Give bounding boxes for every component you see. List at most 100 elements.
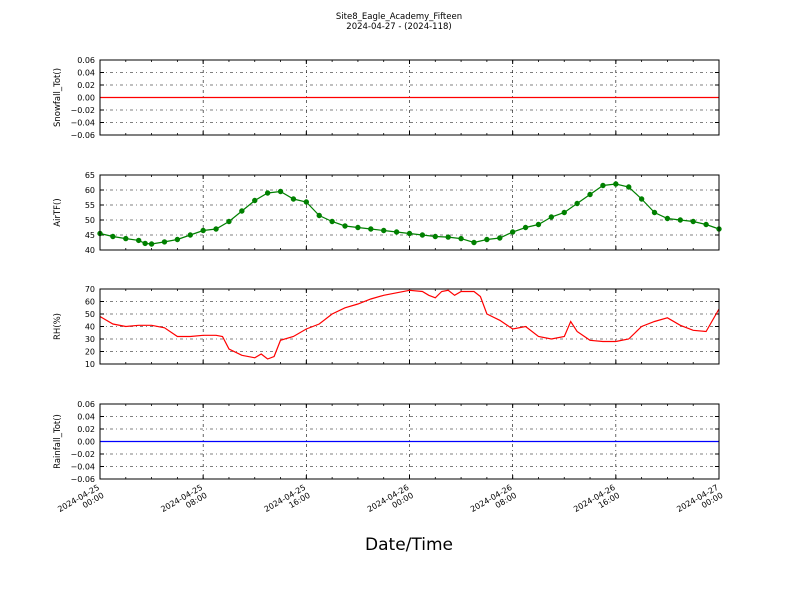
data-point [561, 209, 567, 216]
x-tick-labels: 2024-04-2500:00 2024-04-2508:00 2024-04-25… [56, 483, 724, 522]
y-tick-label: 50 [85, 310, 95, 319]
y-tick-label: 0.02 [77, 81, 95, 90]
y-tick-label: 60 [85, 298, 95, 307]
data-point [187, 232, 193, 238]
data-point [142, 240, 148, 247]
y-tick-label: −0.06 [70, 475, 95, 484]
plot-frame [99, 288, 720, 365]
data-point [432, 233, 438, 240]
data-point [123, 235, 129, 242]
y-tick-label: 0.00 [77, 438, 95, 447]
data-point [393, 229, 400, 235]
x-tick-label: 2024-04-2616:00 [572, 483, 621, 522]
data-point [135, 237, 142, 244]
x-tick-label: 2024-04-2500:00 [56, 483, 105, 522]
data-point [419, 232, 426, 238]
y-tick-label: −0.06 [70, 131, 95, 140]
data-point [587, 191, 593, 198]
data-point [703, 221, 709, 228]
data-point [677, 217, 684, 223]
plot-frame [99, 59, 720, 136]
y-tick-label: 0.02 [77, 425, 95, 434]
panels: −0.06 −0.04 −0.02 0.00 0.02 0.04 0.06 Snowfall_… [53, 56, 722, 484]
data-point [239, 208, 245, 214]
data-point [574, 200, 580, 207]
y-tick-label: 10 [85, 360, 95, 369]
y-axis-label: Rainfall_Tot() [53, 414, 63, 469]
y-tick-label: 40 [85, 323, 95, 332]
y-tick-label: 0.06 [77, 400, 95, 409]
data-point [651, 209, 658, 216]
data-point [548, 214, 555, 220]
y-tick-label: 0.06 [77, 56, 95, 65]
y-tick-label: −0.04 [70, 463, 95, 472]
data-point [638, 196, 645, 202]
data-point [174, 236, 181, 243]
data-point [368, 226, 374, 232]
data-point [381, 227, 387, 234]
panel-4: −0.06 −0.04 −0.02 0.00 0.02 0.04 0.06 Rainfall_… [53, 400, 720, 484]
y-tick-label: −0.04 [70, 119, 95, 128]
data-point [535, 221, 542, 228]
data-point [316, 212, 322, 219]
y-tick-label: 0.04 [77, 69, 95, 78]
data-point [522, 224, 529, 231]
y-tick-label: 45 [85, 231, 95, 240]
plot-frame [99, 403, 720, 480]
x-axis-label: Date/Time [365, 535, 453, 555]
data-point [252, 197, 258, 204]
y-tick-label: 55 [85, 201, 95, 210]
data-point [290, 196, 297, 202]
y-axis-label: RH(%) [53, 313, 63, 340]
y-tick-label: 0.04 [77, 413, 95, 422]
y-tick-label: 65 [85, 171, 95, 180]
x-tick-label: 2024-04-2608:00 [469, 483, 518, 522]
data-point [161, 239, 168, 245]
data-point [329, 218, 335, 225]
y-tick-label: 70 [85, 285, 95, 294]
data-point [342, 223, 348, 229]
data-point [406, 230, 413, 237]
data-point [458, 235, 464, 242]
x-tick-label: 2024-04-2508:00 [159, 483, 208, 522]
y-tick-label: 40 [85, 246, 95, 255]
data-point [626, 184, 632, 190]
panel-1: −0.06 −0.04 −0.02 0.00 0.02 0.04 0.06 Snowfall_… [53, 56, 720, 140]
data-point [509, 229, 516, 235]
data-point [355, 224, 361, 231]
y-tick-label: 20 [85, 348, 95, 357]
panel-2: 40 45 50 55 60 65 AirTF() [53, 171, 722, 255]
y-axis-label: Snowfall_Tot() [53, 68, 63, 127]
series-line [99, 289, 720, 360]
chart-title: Site8_Eagle_Academy_Fifteen [336, 12, 462, 22]
y-tick-label: 0.00 [77, 94, 95, 103]
data-point [600, 182, 606, 189]
data-point [484, 236, 490, 243]
x-tick-label: 2024-04-2600:00 [366, 483, 415, 522]
chart-subtitle: 2024-04-27 - (2024-118) [346, 22, 451, 32]
y-tick-label: −0.02 [70, 106, 95, 115]
data-point [200, 227, 206, 234]
data-point [213, 226, 219, 232]
data-point [471, 239, 477, 246]
x-tick-label: 2024-04-2516:00 [263, 483, 312, 522]
data-point [277, 188, 284, 195]
y-tick-label: 30 [85, 335, 95, 344]
data-point [445, 234, 451, 240]
data-point [303, 199, 310, 205]
y-tick-label: −0.02 [70, 450, 95, 459]
data-point [264, 190, 271, 196]
data-point [497, 235, 503, 241]
data-point [690, 218, 696, 225]
y-axis-label: AirTF() [53, 198, 63, 226]
data-point [613, 181, 619, 187]
data-point [148, 241, 155, 247]
panel-3: 10 20 30 40 50 60 70 RH(%) [53, 285, 720, 369]
y-tick-label: 50 [85, 216, 95, 225]
y-tick-label: 60 [85, 186, 95, 195]
data-point [664, 215, 671, 222]
plot-frame [99, 174, 720, 251]
data-point [110, 233, 116, 240]
x-tick-label: 2024-04-2700:00 [675, 483, 724, 522]
